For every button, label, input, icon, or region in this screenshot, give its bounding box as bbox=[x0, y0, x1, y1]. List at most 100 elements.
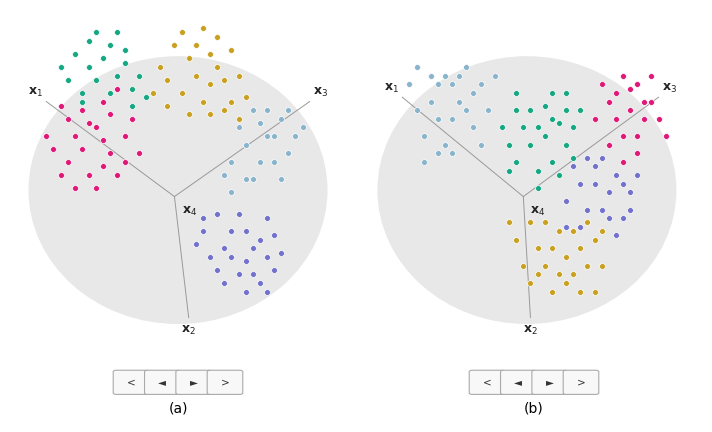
FancyBboxPatch shape bbox=[501, 370, 536, 394]
Text: $\mathbf{x}_3$: $\mathbf{x}_3$ bbox=[313, 86, 328, 99]
Point bbox=[639, 115, 650, 122]
Point bbox=[582, 219, 593, 226]
Point bbox=[211, 267, 223, 273]
Point bbox=[233, 210, 244, 217]
Point bbox=[575, 288, 586, 295]
Point bbox=[233, 271, 244, 278]
Text: <: < bbox=[127, 377, 135, 388]
Text: ◄: ◄ bbox=[158, 377, 167, 388]
Point bbox=[418, 159, 429, 165]
Point bbox=[140, 94, 152, 101]
Point bbox=[624, 206, 636, 213]
Point bbox=[283, 150, 294, 157]
Ellipse shape bbox=[377, 56, 676, 324]
Point bbox=[204, 51, 216, 57]
Point bbox=[226, 46, 237, 53]
Point bbox=[176, 29, 187, 36]
Text: ◄: ◄ bbox=[514, 377, 523, 388]
Point bbox=[546, 89, 557, 96]
Point bbox=[197, 228, 209, 235]
Point bbox=[617, 159, 629, 165]
Point bbox=[190, 241, 201, 248]
Point bbox=[560, 89, 572, 96]
Point bbox=[55, 172, 66, 178]
Point bbox=[162, 102, 173, 109]
Point bbox=[511, 159, 522, 165]
Point bbox=[147, 89, 159, 96]
FancyBboxPatch shape bbox=[469, 370, 505, 394]
Point bbox=[468, 124, 479, 131]
Point bbox=[254, 159, 266, 165]
Point bbox=[575, 223, 586, 230]
Point bbox=[496, 124, 508, 131]
Point bbox=[219, 107, 230, 114]
Point bbox=[226, 189, 237, 196]
Point bbox=[596, 154, 607, 161]
Point bbox=[560, 254, 572, 260]
Point bbox=[610, 115, 622, 122]
Point bbox=[83, 38, 95, 44]
Point bbox=[55, 102, 66, 109]
Point bbox=[610, 89, 622, 96]
Point bbox=[617, 180, 629, 187]
Point bbox=[511, 236, 522, 243]
Point bbox=[582, 206, 593, 213]
Point bbox=[240, 94, 251, 101]
Point bbox=[211, 210, 223, 217]
Point bbox=[211, 33, 223, 40]
Point bbox=[183, 55, 194, 62]
Point bbox=[432, 150, 444, 157]
Point bbox=[190, 72, 201, 79]
FancyBboxPatch shape bbox=[145, 370, 180, 394]
Point bbox=[454, 98, 465, 105]
Point bbox=[511, 89, 522, 96]
Point bbox=[240, 258, 251, 265]
Point bbox=[83, 172, 95, 178]
Point bbox=[582, 262, 593, 269]
Point bbox=[240, 141, 251, 148]
Point bbox=[254, 280, 266, 286]
Point bbox=[468, 89, 479, 96]
Point bbox=[425, 72, 436, 79]
Point bbox=[589, 236, 600, 243]
FancyBboxPatch shape bbox=[113, 370, 149, 394]
Point bbox=[119, 59, 130, 66]
Text: >: > bbox=[577, 377, 585, 388]
Point bbox=[183, 111, 194, 118]
Point bbox=[247, 245, 258, 252]
Point bbox=[112, 172, 123, 178]
Point bbox=[575, 107, 586, 114]
Point bbox=[539, 133, 550, 140]
Text: $\mathbf{x}_4$: $\mathbf{x}_4$ bbox=[530, 205, 545, 218]
Point bbox=[553, 228, 565, 235]
Point bbox=[624, 107, 636, 114]
Point bbox=[211, 64, 223, 70]
Point bbox=[204, 254, 216, 260]
Point bbox=[190, 42, 201, 49]
Point bbox=[197, 25, 209, 32]
Point bbox=[489, 72, 501, 79]
Point bbox=[439, 141, 451, 148]
Point bbox=[219, 245, 230, 252]
Ellipse shape bbox=[28, 56, 328, 324]
Point bbox=[610, 232, 622, 239]
Point bbox=[532, 184, 543, 191]
Point bbox=[646, 98, 657, 105]
Point bbox=[475, 81, 486, 88]
Text: $\mathbf{x}_3$: $\mathbf{x}_3$ bbox=[662, 82, 677, 95]
Point bbox=[276, 176, 287, 183]
Point bbox=[596, 81, 607, 88]
Point bbox=[55, 64, 66, 70]
Point bbox=[62, 159, 73, 165]
Point bbox=[532, 167, 543, 174]
Point bbox=[76, 89, 88, 96]
Point bbox=[261, 215, 273, 222]
Point bbox=[126, 115, 137, 122]
Point bbox=[532, 124, 543, 131]
Point bbox=[432, 81, 444, 88]
Point bbox=[112, 85, 123, 92]
Text: $\mathbf{x}_2$: $\mathbf{x}_2$ bbox=[182, 324, 196, 337]
Point bbox=[596, 228, 607, 235]
Point bbox=[560, 223, 572, 230]
Point bbox=[119, 159, 130, 165]
